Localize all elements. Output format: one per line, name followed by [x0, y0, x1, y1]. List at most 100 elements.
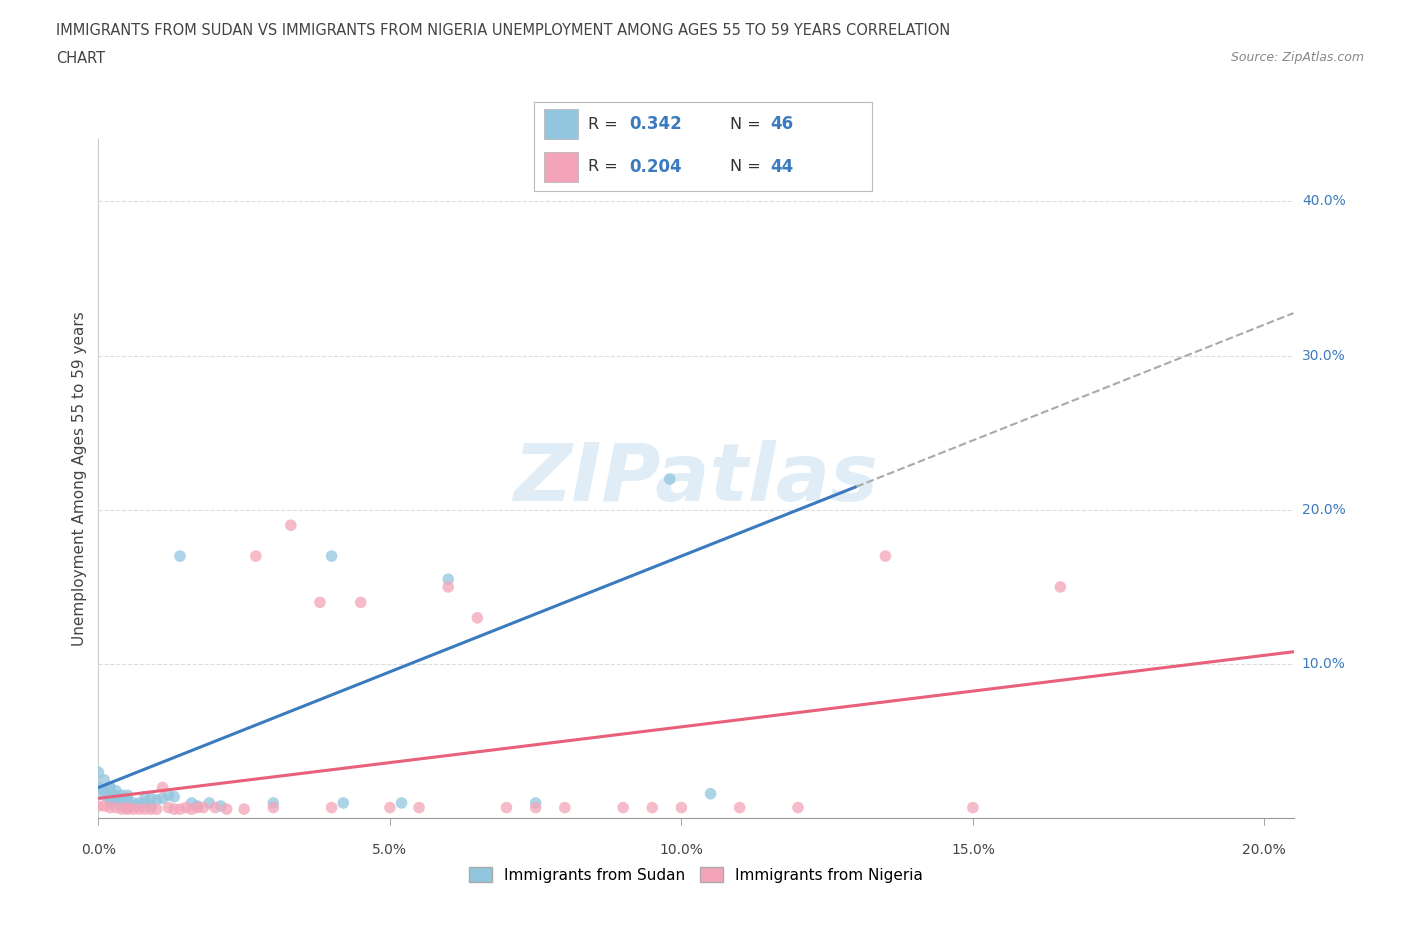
Immigrants from Nigeria: [350, 595, 373, 610]
Immigrants from Sudan: [117, 788, 139, 803]
Text: 0.204: 0.204: [628, 158, 682, 176]
Immigrants from Nigeria: [104, 800, 127, 815]
Immigrants from Sudan: [117, 795, 139, 810]
Immigrants from Sudan: [524, 795, 547, 810]
Immigrants from Sudan: [111, 795, 134, 810]
Immigrants from Nigeria: [671, 800, 693, 815]
Immigrants from Sudan: [134, 795, 156, 810]
Immigrants from Nigeria: [554, 800, 576, 815]
Immigrants from Sudan: [198, 795, 221, 810]
Immigrants from Sudan: [117, 792, 139, 807]
Immigrants from Sudan: [93, 788, 115, 803]
Text: ZIPatlas: ZIPatlas: [513, 440, 879, 518]
Immigrants from Sudan: [180, 795, 202, 810]
Immigrants from Sudan: [321, 549, 343, 564]
Immigrants from Nigeria: [495, 800, 517, 815]
Immigrants from Sudan: [98, 780, 121, 795]
Text: 0.0%: 0.0%: [82, 844, 115, 857]
Immigrants from Sudan: [437, 572, 460, 587]
Immigrants from Sudan: [93, 783, 115, 798]
Immigrants from Nigeria: [245, 549, 267, 564]
Immigrants from Nigeria: [467, 610, 489, 625]
Text: 15.0%: 15.0%: [950, 844, 995, 857]
Immigrants from Sudan: [209, 799, 232, 814]
Immigrants from Sudan: [391, 795, 413, 810]
Text: 0.342: 0.342: [628, 115, 682, 133]
Immigrants from Nigeria: [169, 802, 191, 817]
Text: IMMIGRANTS FROM SUDAN VS IMMIGRANTS FROM NIGERIA UNEMPLOYMENT AMONG AGES 55 TO 5: IMMIGRANTS FROM SUDAN VS IMMIGRANTS FROM…: [56, 23, 950, 38]
Immigrants from Nigeria: [117, 802, 139, 817]
Immigrants from Nigeria: [174, 800, 197, 815]
Immigrants from Nigeria: [612, 800, 634, 815]
Text: 20.0%: 20.0%: [1302, 503, 1346, 517]
Text: 20.0%: 20.0%: [1243, 844, 1286, 857]
Immigrants from Nigeria: [98, 800, 121, 815]
Immigrants from Sudan: [658, 472, 681, 486]
Immigrants from Nigeria: [215, 802, 238, 817]
Immigrants from Nigeria: [111, 802, 134, 817]
Immigrants from Sudan: [145, 792, 167, 807]
Immigrants from Nigeria: [309, 595, 332, 610]
Immigrants from Sudan: [163, 790, 186, 804]
Immigrants from Nigeria: [152, 780, 174, 795]
Immigrants from Nigeria: [524, 800, 547, 815]
Immigrants from Nigeria: [87, 799, 110, 814]
Immigrants from Sudan: [98, 780, 121, 795]
Immigrants from Sudan: [111, 792, 134, 807]
Immigrants from Nigeria: [180, 802, 202, 817]
Immigrants from Nigeria: [321, 800, 343, 815]
Legend: Immigrants from Sudan, Immigrants from Nigeria: Immigrants from Sudan, Immigrants from N…: [463, 860, 929, 889]
Text: N =: N =: [730, 117, 766, 132]
Text: Source: ZipAtlas.com: Source: ZipAtlas.com: [1230, 51, 1364, 64]
Immigrants from Nigeria: [134, 802, 156, 817]
Immigrants from Sudan: [128, 795, 150, 810]
Immigrants from Sudan: [186, 799, 208, 814]
Immigrants from Nigeria: [163, 802, 186, 817]
Immigrants from Sudan: [93, 773, 115, 788]
Text: 10.0%: 10.0%: [659, 844, 703, 857]
Immigrants from Nigeria: [728, 800, 751, 815]
Immigrants from Nigeria: [875, 549, 897, 564]
Immigrants from Sudan: [111, 788, 134, 803]
Immigrants from Sudan: [98, 790, 121, 805]
Immigrants from Nigeria: [117, 800, 139, 815]
Y-axis label: Unemployment Among Ages 55 to 59 years: Unemployment Among Ages 55 to 59 years: [72, 312, 87, 646]
Immigrants from Nigeria: [157, 800, 180, 815]
Immigrants from Nigeria: [641, 800, 664, 815]
Immigrants from Sudan: [699, 786, 721, 801]
Immigrants from Nigeria: [437, 579, 460, 594]
Text: 30.0%: 30.0%: [1302, 349, 1346, 363]
Text: R =: R =: [588, 117, 623, 132]
Immigrants from Sudan: [122, 795, 145, 810]
Immigrants from Sudan: [134, 790, 156, 804]
Immigrants from Sudan: [128, 799, 150, 814]
Immigrants from Nigeria: [186, 800, 208, 815]
Text: 10.0%: 10.0%: [1302, 658, 1346, 671]
Immigrants from Nigeria: [122, 802, 145, 817]
Immigrants from Nigeria: [962, 800, 984, 815]
Immigrants from Nigeria: [204, 800, 226, 815]
Immigrants from Nigeria: [787, 800, 810, 815]
Immigrants from Nigeria: [93, 799, 115, 814]
Immigrants from Sudan: [152, 790, 174, 805]
Immigrants from Sudan: [169, 549, 191, 564]
Immigrants from Sudan: [157, 788, 180, 803]
Immigrants from Sudan: [139, 799, 162, 814]
Immigrants from Sudan: [87, 764, 110, 779]
Text: 44: 44: [770, 158, 794, 176]
FancyBboxPatch shape: [544, 152, 578, 182]
Immigrants from Sudan: [139, 790, 162, 805]
Text: 5.0%: 5.0%: [373, 844, 408, 857]
Immigrants from Nigeria: [378, 800, 401, 815]
Text: 40.0%: 40.0%: [1302, 194, 1346, 208]
Text: CHART: CHART: [56, 51, 105, 66]
Immigrants from Nigeria: [233, 802, 256, 817]
Immigrants from Sudan: [87, 780, 110, 795]
Immigrants from Nigeria: [128, 802, 150, 817]
Immigrants from Sudan: [104, 792, 127, 807]
Text: 46: 46: [770, 115, 793, 133]
Text: R =: R =: [588, 159, 623, 174]
Immigrants from Sudan: [332, 795, 354, 810]
Immigrants from Nigeria: [139, 802, 162, 817]
Immigrants from Sudan: [117, 800, 139, 815]
